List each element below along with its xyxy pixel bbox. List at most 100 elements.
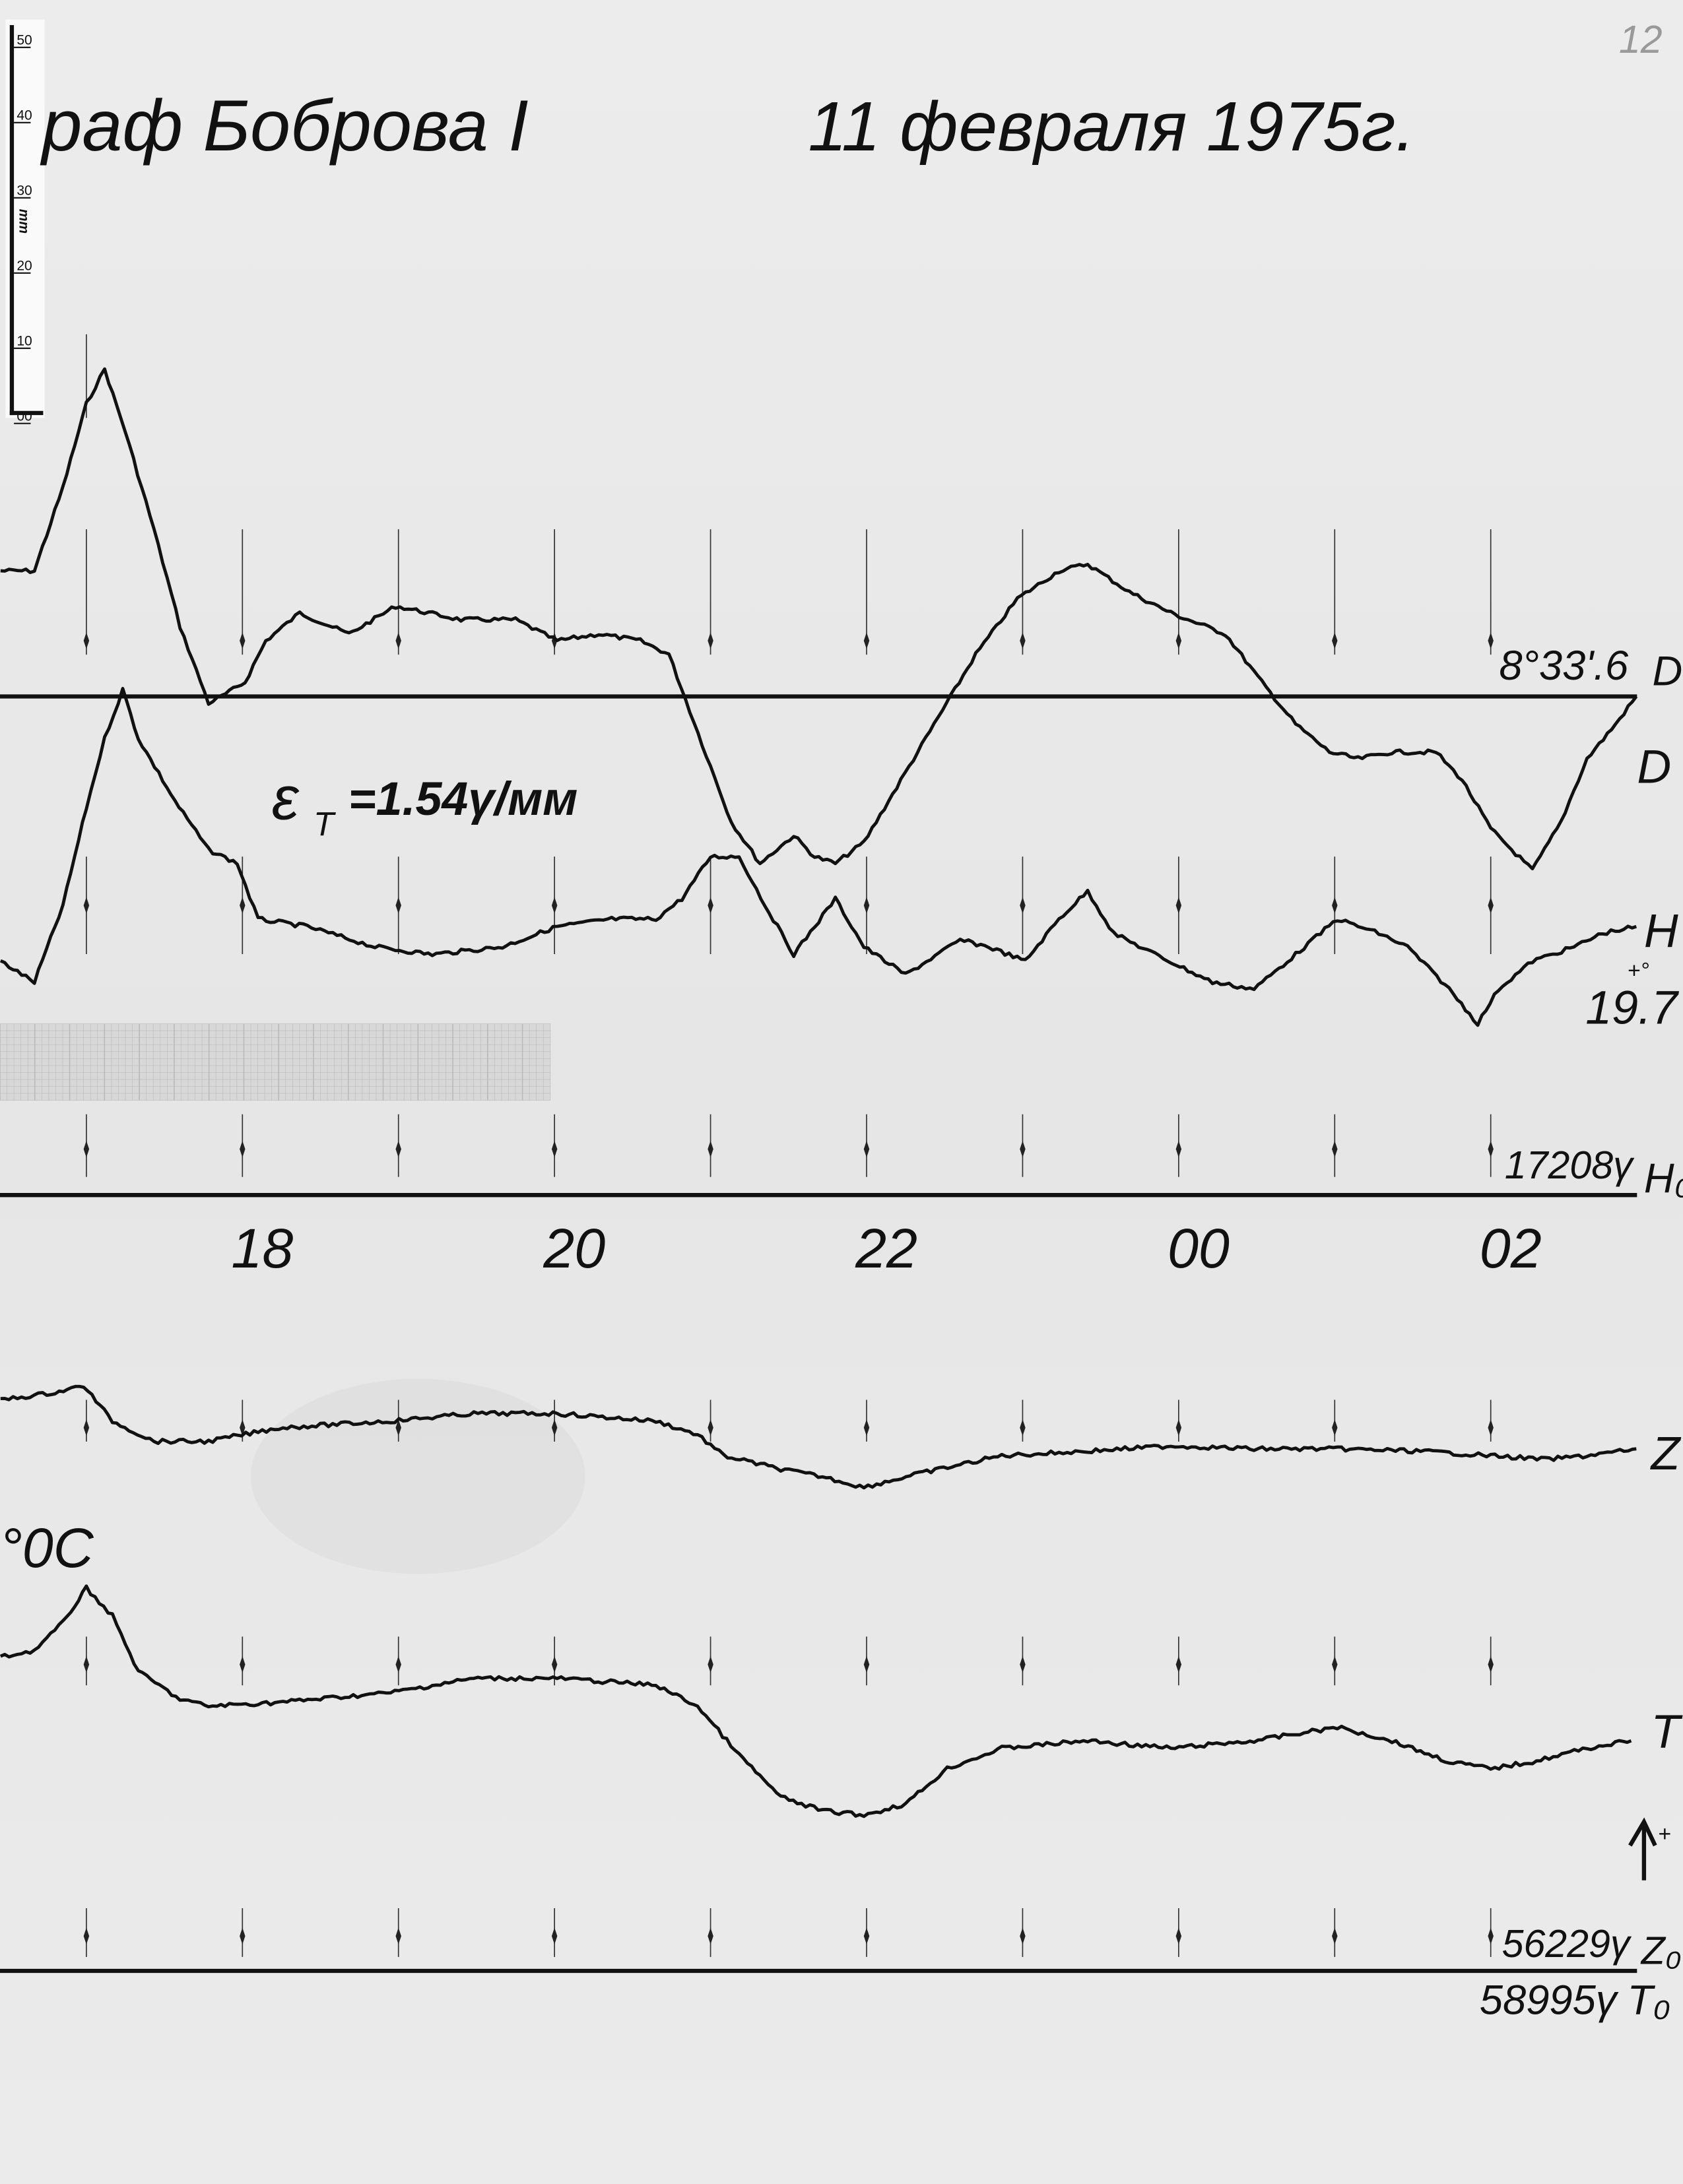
x-tick-label: 18 — [231, 1217, 293, 1279]
baseline-h-component: H₀ — [1644, 1155, 1683, 1202]
trace-t — [0, 1584, 1632, 1818]
hour-tick-mark — [1332, 897, 1338, 914]
hour-tick-mark — [551, 1927, 558, 1944]
ruler-label: 50 — [16, 33, 32, 48]
hour-tick-mark — [1332, 632, 1338, 649]
ruler-unit: mm — [16, 209, 32, 234]
hour-tick-mark — [83, 1419, 90, 1436]
grid-patch — [0, 1023, 551, 1101]
hour-tick-mark — [240, 1927, 246, 1944]
x-tick-label: 00 — [1168, 1217, 1230, 1279]
paper-stain — [250, 1378, 585, 1574]
x-tick-label: 22 — [855, 1217, 917, 1279]
scale-symbol: ε — [272, 763, 300, 832]
hour-tick-mark — [1332, 1655, 1338, 1673]
hour-tick-mark — [1488, 1927, 1494, 1944]
hour-tick-mark — [551, 1140, 558, 1158]
hour-tick-mark — [240, 897, 246, 914]
hour-tick-mark — [708, 1655, 713, 1673]
trace-d — [0, 367, 1638, 871]
hour-tick-mark — [863, 897, 870, 914]
h-temperature-value: 19.7 — [1585, 982, 1680, 1035]
hour-tick-mark — [1488, 1140, 1494, 1158]
ruler-label: 10 — [16, 334, 32, 349]
series-label-t: T — [1651, 1706, 1683, 1758]
hour-tick-mark — [83, 1927, 90, 1944]
ruler-label: 40 — [16, 108, 32, 123]
hour-tick-mark — [1020, 1140, 1026, 1158]
temperature-label: °0С — [0, 1517, 94, 1579]
hour-tick-mark — [395, 897, 401, 914]
hour-tick-mark — [551, 1655, 558, 1673]
arrow-label: + — [1658, 1822, 1671, 1847]
hour-tick-mark — [1020, 1655, 1026, 1673]
series-label-d: D — [1637, 740, 1671, 793]
hour-tick-mark — [83, 632, 90, 649]
baseline-z-value: 56229γ — [1502, 1921, 1632, 1966]
hour-tick-mark — [863, 1419, 870, 1436]
hour-tick-mark — [83, 1140, 90, 1158]
hour-tick-mark — [551, 897, 558, 914]
series-label-h: H — [1644, 905, 1678, 957]
baseline-d-component: D₀ — [1653, 649, 1683, 695]
hour-tick-mark — [708, 897, 713, 914]
hour-tick-mark — [1020, 632, 1026, 649]
hour-tick-mark — [1332, 1140, 1338, 1158]
h-temperature-sign: +° — [1628, 958, 1649, 983]
hour-tick-mark — [240, 1419, 246, 1436]
x-tick-label: 02 — [1480, 1217, 1542, 1279]
hour-tick-mark — [863, 1655, 870, 1673]
mm-ruler: 50 40 30 20 10 00 mm — [5, 19, 45, 424]
hour-tick-mark — [395, 1927, 401, 1944]
hour-tick-mark — [1020, 1419, 1026, 1436]
trace-h — [0, 687, 1637, 1027]
hour-tick-mark — [83, 897, 90, 914]
chart-date: 11 февраля 1975г. — [808, 88, 1415, 166]
hour-tick-mark — [395, 1419, 401, 1436]
hour-tick-mark — [863, 1927, 870, 1944]
hour-tick-mark — [395, 632, 401, 649]
hour-tick-mark — [863, 632, 870, 649]
hour-tick-mark — [1175, 1927, 1182, 1944]
hour-tick-mark — [1332, 1419, 1338, 1436]
hour-tick-mark — [395, 1655, 401, 1673]
hour-tick-mark — [708, 1927, 713, 1944]
baseline-t-component: T₀ — [1628, 1977, 1670, 2023]
x-tick-label: 20 — [543, 1217, 605, 1279]
hour-tick-mark — [708, 1419, 713, 1436]
ruler-label: 20 — [16, 259, 32, 274]
positive-direction-arrow-icon — [1628, 1817, 1657, 1880]
hour-tick-mark — [240, 632, 246, 649]
ruler-label: 30 — [16, 183, 32, 199]
hour-tick-mark — [83, 1655, 90, 1673]
series-label-z: Z — [1649, 1427, 1681, 1480]
baseline-z-component: Z₀ — [1640, 1928, 1682, 1972]
hour-tick-mark — [1488, 1419, 1494, 1436]
hour-tick-mark — [708, 632, 713, 649]
hour-tick-mark — [863, 1140, 870, 1158]
hour-tick-mark — [1175, 1419, 1182, 1436]
hour-tick-mark — [1175, 897, 1182, 914]
grid-patch-bg — [0, 1023, 550, 1101]
scale-value: =1.54γ/мм — [348, 773, 578, 825]
hour-tick-mark — [708, 1140, 713, 1158]
hour-tick-mark — [240, 1655, 246, 1673]
hour-tick-mark — [551, 1419, 558, 1436]
hour-tick-mark — [1175, 1655, 1182, 1673]
hour-tick-mark — [1488, 897, 1494, 914]
trace-z — [0, 1384, 1637, 1490]
hour-tick-mark — [1332, 1927, 1338, 1944]
baseline-d-value: 8°33'.6 — [1499, 643, 1629, 689]
baseline-h-value: 17208γ — [1505, 1143, 1635, 1187]
hour-tick-mark — [1020, 897, 1026, 914]
hour-tick-mark — [1020, 1927, 1026, 1944]
scale-subscript: T — [314, 806, 336, 843]
hour-tick-mark — [1175, 1140, 1182, 1158]
hour-tick-mark — [1175, 632, 1182, 649]
hour-tick-mark — [1488, 1655, 1494, 1673]
hour-tick-mark — [240, 1140, 246, 1158]
chart-title: раф Боброва I — [40, 86, 528, 166]
hour-tick-mark — [395, 1140, 401, 1158]
